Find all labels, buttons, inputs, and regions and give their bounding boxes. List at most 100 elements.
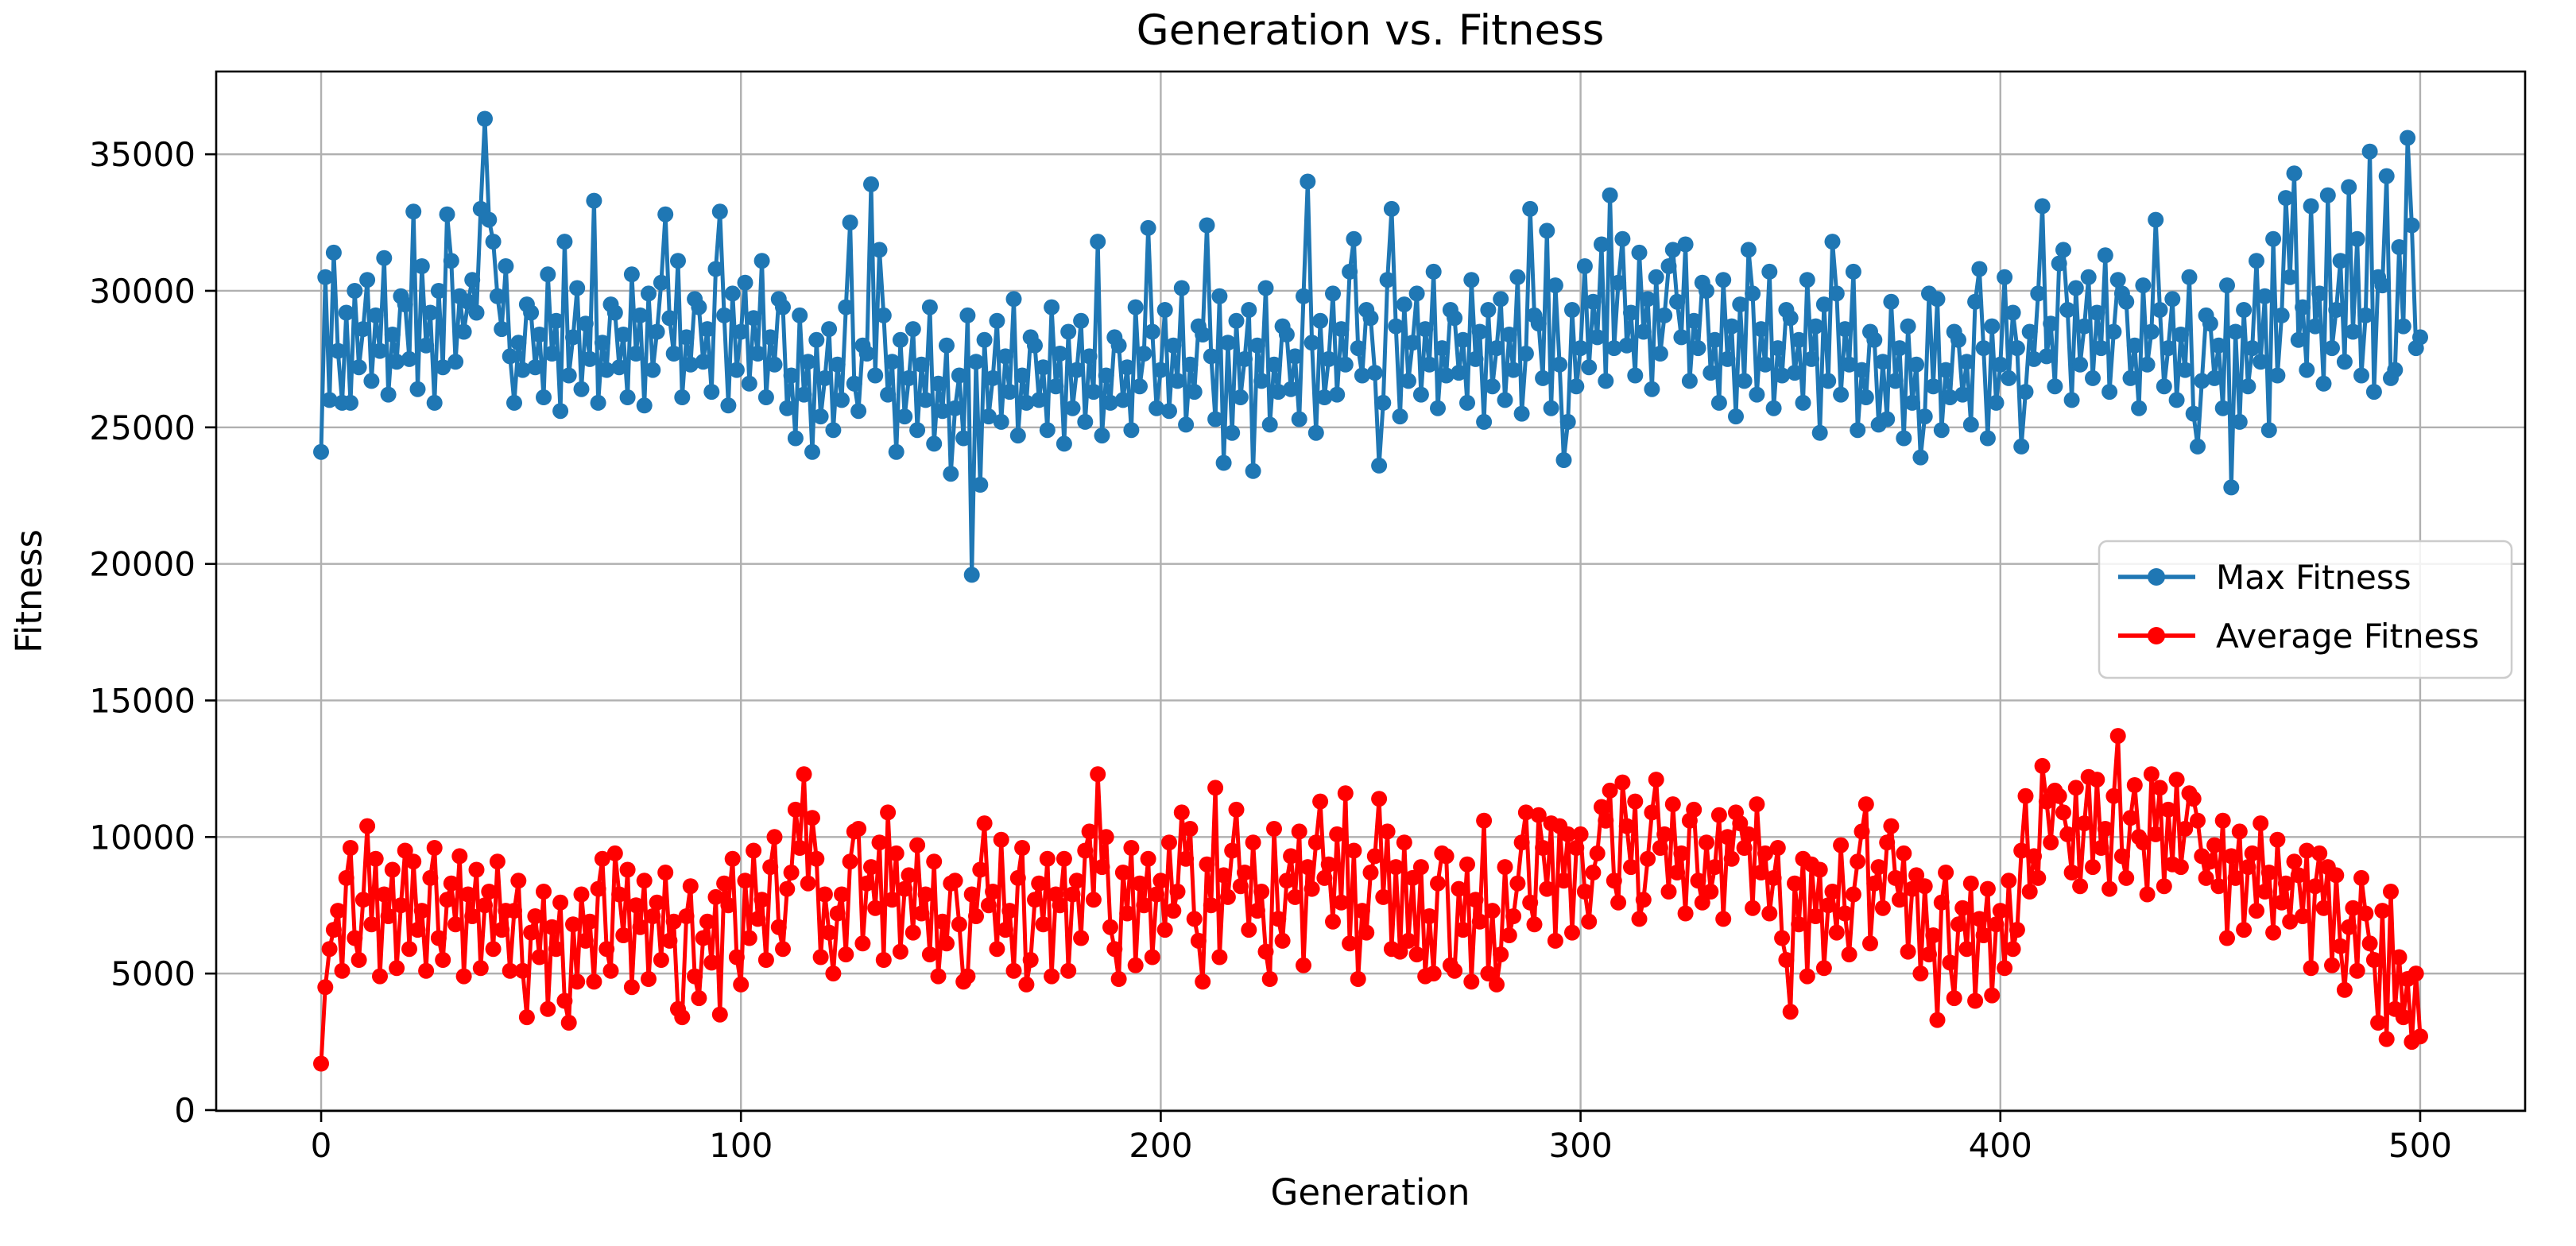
data-point-max-fitness xyxy=(930,375,947,392)
data-point-max-fitness xyxy=(1757,356,1773,373)
data-point-max-fitness xyxy=(1841,356,1857,373)
data-point-average-fitness xyxy=(1979,880,1996,897)
data-point-average-fitness xyxy=(389,960,405,977)
data-point-average-fitness xyxy=(1710,807,1727,823)
data-point-max-fitness xyxy=(338,304,354,321)
data-point-average-fitness xyxy=(1950,916,1966,933)
data-point-average-fitness xyxy=(1706,859,1723,876)
data-point-average-fitness xyxy=(1480,965,1497,982)
data-point-average-fitness xyxy=(1337,785,1354,802)
data-point-average-fitness xyxy=(1900,943,1916,960)
data-point-max-fitness xyxy=(955,430,972,447)
data-point-average-fitness xyxy=(1896,845,1912,861)
data-point-average-fitness xyxy=(1371,791,1388,807)
data-point-average-fitness xyxy=(2122,810,2139,826)
data-point-max-fitness xyxy=(720,397,737,414)
legend-label-average-fitness: Average Fitness xyxy=(2216,617,2479,656)
x-axis-label: Generation xyxy=(1270,1171,1470,1213)
data-point-max-fitness xyxy=(2361,143,2378,160)
data-point-max-fitness xyxy=(1237,350,1253,367)
data-point-max-fitness xyxy=(1132,378,1148,395)
data-point-average-fitness xyxy=(2256,884,2273,900)
data-point-average-fitness xyxy=(1056,850,1072,867)
data-point-max-fitness xyxy=(1984,318,2001,335)
data-point-average-fitness xyxy=(1971,911,1988,927)
data-point-average-fitness xyxy=(1702,884,1719,900)
data-point-max-fitness xyxy=(1673,329,1690,346)
data-point-average-fitness xyxy=(1585,865,1602,880)
data-point-average-fitness xyxy=(1455,922,1471,938)
data-point-max-fitness xyxy=(997,348,1013,365)
data-point-max-fitness xyxy=(1854,362,1870,378)
data-point-average-fitness xyxy=(1362,865,1379,880)
data-point-average-fitness xyxy=(1400,932,1416,949)
data-point-average-fitness xyxy=(586,973,602,990)
data-point-max-fitness xyxy=(947,400,963,416)
data-point-average-fitness xyxy=(606,845,623,861)
data-point-average-fitness xyxy=(1664,796,1681,813)
data-point-average-fitness xyxy=(711,1006,728,1023)
data-point-max-fitness xyxy=(1484,378,1501,395)
data-point-average-fitness xyxy=(2089,772,2105,788)
data-point-max-fitness xyxy=(2156,378,2172,395)
x-tick-label: 0 xyxy=(311,1126,332,1165)
data-point-average-fitness xyxy=(1526,916,1543,933)
data-point-max-fitness xyxy=(2109,272,2126,288)
data-point-average-fitness xyxy=(1412,859,1429,876)
data-point-max-fitness xyxy=(2206,370,2223,386)
data-point-average-fitness xyxy=(1942,954,1958,971)
data-point-average-fitness xyxy=(838,946,854,963)
data-point-max-fitness xyxy=(858,346,875,362)
data-point-max-fitness xyxy=(2194,373,2210,389)
data-point-average-fitness xyxy=(1740,826,1757,842)
data-point-max-fitness xyxy=(628,346,645,362)
data-point-max-fitness xyxy=(1203,348,1219,365)
data-point-max-fitness xyxy=(657,206,674,222)
data-point-average-fitness xyxy=(502,962,518,979)
data-point-max-fitness xyxy=(1291,411,1307,428)
data-point-max-fitness xyxy=(682,356,699,373)
data-point-max-fitness xyxy=(1493,291,1509,308)
data-point-max-fitness xyxy=(2001,370,2017,386)
data-point-average-fitness xyxy=(569,973,586,990)
data-point-max-fitness xyxy=(2160,340,2176,357)
data-point-max-fitness xyxy=(325,244,342,261)
data-point-max-fitness xyxy=(2063,392,2080,408)
data-point-average-fitness xyxy=(1039,850,1056,867)
data-point-average-fitness xyxy=(1190,932,1207,949)
data-point-max-fitness xyxy=(834,392,850,408)
data-point-max-fitness xyxy=(2365,384,2382,400)
data-point-average-fitness xyxy=(548,941,564,958)
data-point-average-fitness xyxy=(976,815,993,832)
data-point-max-fitness xyxy=(1388,318,1404,335)
y-tick-label: 30000 xyxy=(89,272,196,311)
data-point-max-fitness xyxy=(1690,340,1706,357)
data-point-max-fitness xyxy=(1765,400,1782,416)
data-point-average-fitness xyxy=(1581,913,1598,930)
data-point-average-fitness xyxy=(1568,840,1585,856)
data-point-average-fitness xyxy=(993,831,1009,848)
data-point-max-fitness xyxy=(2030,285,2047,302)
data-point-max-fitness xyxy=(619,389,636,405)
data-point-max-fitness xyxy=(1723,318,1740,335)
data-point-average-fitness xyxy=(1954,900,1971,916)
data-point-average-fitness xyxy=(1333,894,1350,911)
data-point-max-fitness xyxy=(757,389,774,405)
data-point-max-fitness xyxy=(343,394,358,411)
data-point-average-fitness xyxy=(380,908,397,924)
data-point-average-fitness xyxy=(2005,941,2021,958)
data-point-max-fitness xyxy=(1404,335,1421,351)
data-point-max-fitness xyxy=(1434,340,1451,357)
data-point-average-fitness xyxy=(909,837,926,853)
data-point-max-fitness xyxy=(1522,200,1539,217)
data-point-average-fitness xyxy=(733,976,750,993)
data-point-max-fitness xyxy=(477,110,493,127)
data-point-max-fitness xyxy=(586,192,602,209)
data-point-average-fitness xyxy=(1938,865,1954,880)
data-point-max-fitness xyxy=(2260,422,2277,439)
data-point-max-fitness xyxy=(884,354,901,370)
data-point-average-fitness xyxy=(2109,728,2126,745)
y-tick-label: 0 xyxy=(174,1091,196,1130)
data-point-average-fitness xyxy=(1287,888,1303,905)
data-point-average-fitness xyxy=(1539,880,1555,897)
